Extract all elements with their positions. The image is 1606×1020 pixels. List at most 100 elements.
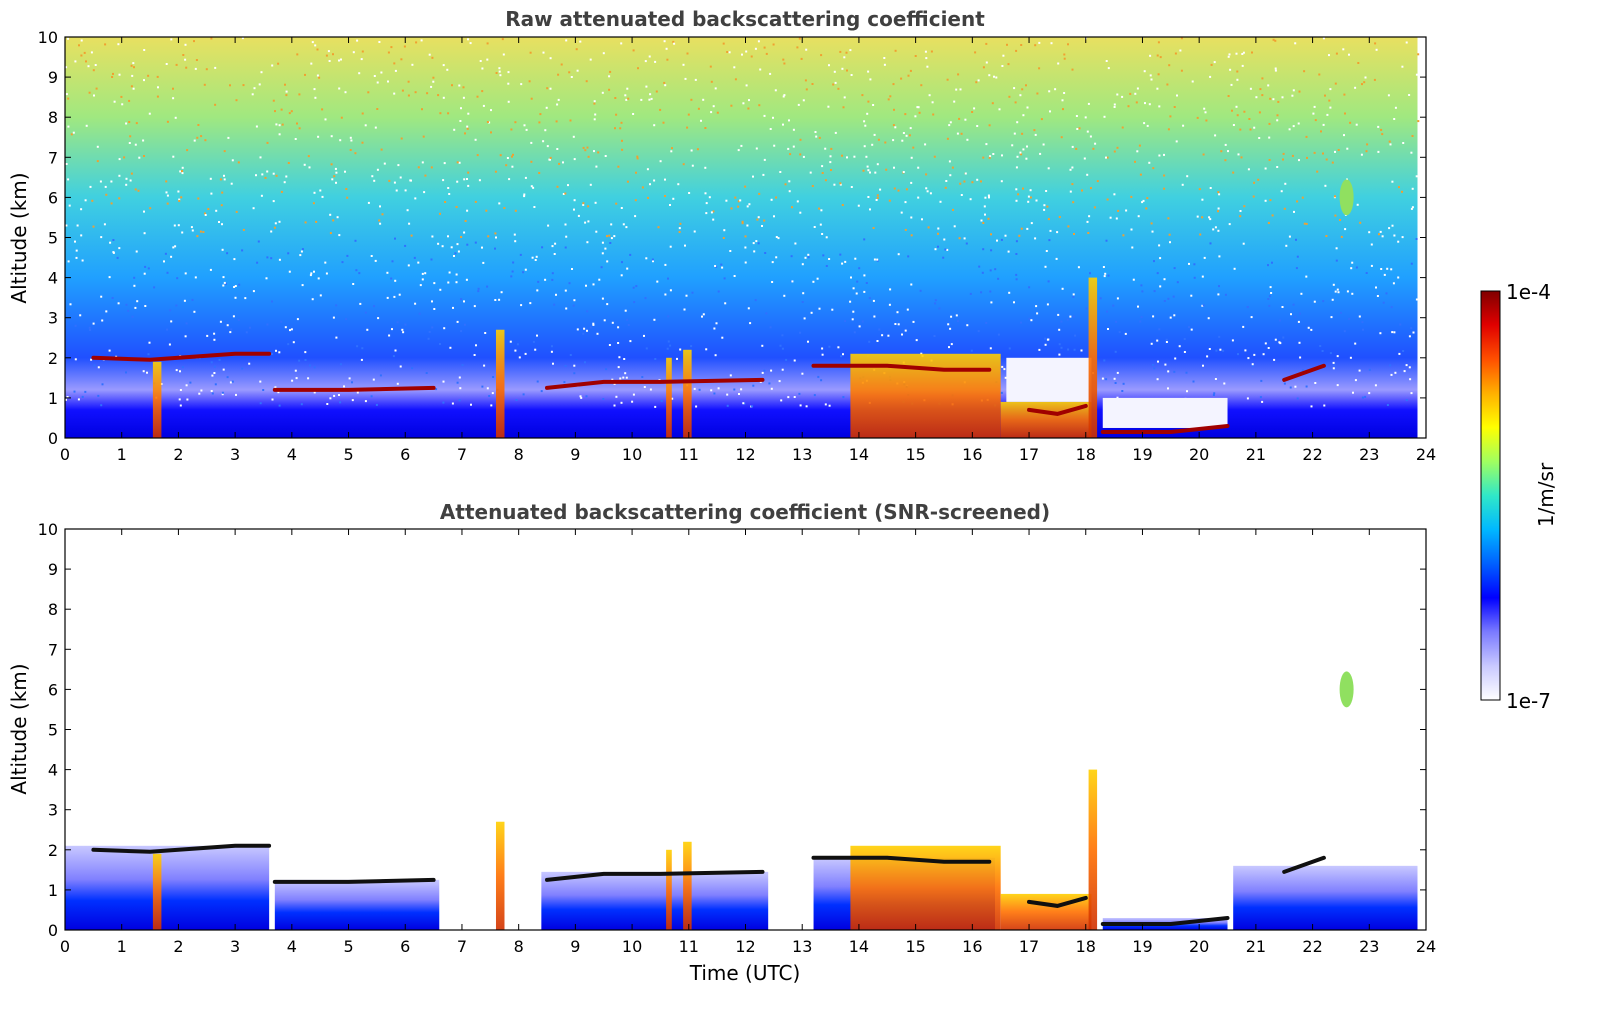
y-tick-label: 7 xyxy=(48,148,58,167)
y-tick-label: 0 xyxy=(48,921,58,940)
y-axis-label: Altitude (km) xyxy=(7,663,31,794)
noise-speckle xyxy=(65,37,1420,408)
x-tick-label: 16 xyxy=(962,937,982,956)
x-tick-label: 3 xyxy=(230,937,240,956)
x-tick-label: 17 xyxy=(1019,937,1039,956)
x-tick-label: 11 xyxy=(679,445,699,464)
boundary-layer xyxy=(65,845,1418,930)
x-tick-label: 24 xyxy=(1416,937,1436,956)
clear-region xyxy=(1006,357,1092,402)
y-tick-label: 5 xyxy=(48,721,58,740)
y-tick-label: 10 xyxy=(38,28,58,47)
high-cloud xyxy=(1339,671,1354,708)
y-tick-label: 5 xyxy=(48,229,58,248)
y-tick-label: 1 xyxy=(48,881,58,900)
x-tick-label: 21 xyxy=(1246,937,1266,956)
y-tick-label: 8 xyxy=(48,600,58,619)
cloud-base-line xyxy=(91,843,272,854)
cloud-base-line xyxy=(272,385,436,392)
y-tick-label: 6 xyxy=(48,188,58,207)
panel-title: Raw attenuated backscattering coefficien… xyxy=(505,7,985,31)
x-axis: 0 1 2 3 4 5 6 7 8 9 10 11 12 13 14 15 16 17 18 19 20 21 22 23 24 xyxy=(60,37,1436,464)
y-tick-label: 9 xyxy=(48,560,58,579)
x-tick-label: 17 xyxy=(1019,445,1039,464)
y-tick-label: 3 xyxy=(48,801,58,820)
x-tick-label: 0 xyxy=(60,445,70,464)
y-tick-label: 3 xyxy=(48,309,58,328)
y-tick-label: 9 xyxy=(48,68,58,87)
x-tick-label: 9 xyxy=(570,445,580,464)
x-axis-label: Time (UTC) xyxy=(689,961,801,985)
y-tick-label: 6 xyxy=(48,680,58,699)
panel-raw: Raw attenuated backscattering coefficien… xyxy=(7,7,1436,464)
y-tick-label: 0 xyxy=(48,429,58,448)
colorbar-min-label: 1e-7 xyxy=(1506,689,1551,713)
x-tick-label: 1 xyxy=(117,937,127,956)
x-tick-label: 18 xyxy=(1076,445,1096,464)
cloud-layers xyxy=(91,179,1354,434)
x-tick-label: 15 xyxy=(905,445,925,464)
cloud-base-line xyxy=(272,877,436,884)
x-tick-label: 22 xyxy=(1302,445,1322,464)
colorbar-label: 1/m/sr xyxy=(1534,462,1558,527)
x-tick-label: 24 xyxy=(1416,445,1436,464)
y-tick-label: 10 xyxy=(38,520,58,539)
x-tick-label: 1 xyxy=(117,445,127,464)
x-tick-label: 18 xyxy=(1076,937,1096,956)
y-tick-label: 4 xyxy=(48,269,58,288)
y-tick-label: 2 xyxy=(48,841,58,860)
x-tick-label: 2 xyxy=(173,937,183,956)
panel-title: Attenuated backscattering coefficient (S… xyxy=(440,500,1050,524)
x-tick-label: 4 xyxy=(287,937,297,956)
x-tick-label: 4 xyxy=(287,445,297,464)
y-axis: 0 1 2 3 4 5 6 7 8 9 10 xyxy=(38,28,1426,448)
x-tick-label: 0 xyxy=(60,937,70,956)
x-tick-label: 8 xyxy=(514,937,524,956)
panel-screened: Attenuated backscattering coefficient (S… xyxy=(7,500,1436,985)
cloud-base-line xyxy=(1100,916,1230,926)
y-tick-label: 2 xyxy=(48,349,58,368)
backscatter-field xyxy=(65,37,1418,438)
x-tick-label: 3 xyxy=(230,445,240,464)
cloud-layers xyxy=(91,671,1354,926)
x-tick-label: 19 xyxy=(1132,937,1152,956)
clear-region xyxy=(1102,397,1228,428)
x-tick-label: 6 xyxy=(400,937,410,956)
cloud-base-line xyxy=(811,363,992,372)
x-tick-label: 8 xyxy=(514,445,524,464)
y-tick-label: 7 xyxy=(48,640,58,659)
x-tick-label: 6 xyxy=(400,445,410,464)
y-axis: 0 1 2 3 4 5 6 7 8 9 10 xyxy=(38,520,1426,940)
cloud-base-line xyxy=(1027,403,1088,416)
heatmap-raw xyxy=(65,37,1420,438)
y-tick-label: 4 xyxy=(48,761,58,780)
heatmap-screened xyxy=(65,671,1418,930)
cloud-base-line xyxy=(1282,855,1326,874)
x-tick-label: 7 xyxy=(457,445,467,464)
x-tick-label: 13 xyxy=(792,445,812,464)
cloud-base-line xyxy=(1027,895,1088,908)
y-axis-label: Altitude (km) xyxy=(7,172,31,303)
cloud-base-line xyxy=(811,855,992,864)
y-tick-label: 1 xyxy=(48,389,58,408)
x-tick-label: 15 xyxy=(905,937,925,956)
x-tick-label: 5 xyxy=(343,445,353,464)
x-tick-label: 5 xyxy=(343,937,353,956)
cloud-base-line xyxy=(1282,363,1326,382)
colorbar-gradient xyxy=(1480,290,1501,701)
x-tick-label: 11 xyxy=(679,937,699,956)
x-tick-label: 23 xyxy=(1359,937,1379,956)
x-tick-label: 22 xyxy=(1302,937,1322,956)
x-tick-label: 10 xyxy=(622,937,642,956)
x-axis: 0 1 2 3 4 5 6 7 8 9 10 11 12 13 14 15 16 17 18 19 20 21 22 23 24 xyxy=(60,529,1436,956)
x-tick-label: 16 xyxy=(962,445,982,464)
x-tick-label: 20 xyxy=(1189,445,1209,464)
cloud-base-line xyxy=(91,351,272,362)
cloud-base-line xyxy=(545,869,765,882)
x-tick-label: 19 xyxy=(1132,445,1152,464)
x-tick-label: 21 xyxy=(1246,445,1266,464)
x-tick-label: 13 xyxy=(792,937,812,956)
x-tick-label: 20 xyxy=(1189,937,1209,956)
x-tick-label: 2 xyxy=(173,445,183,464)
